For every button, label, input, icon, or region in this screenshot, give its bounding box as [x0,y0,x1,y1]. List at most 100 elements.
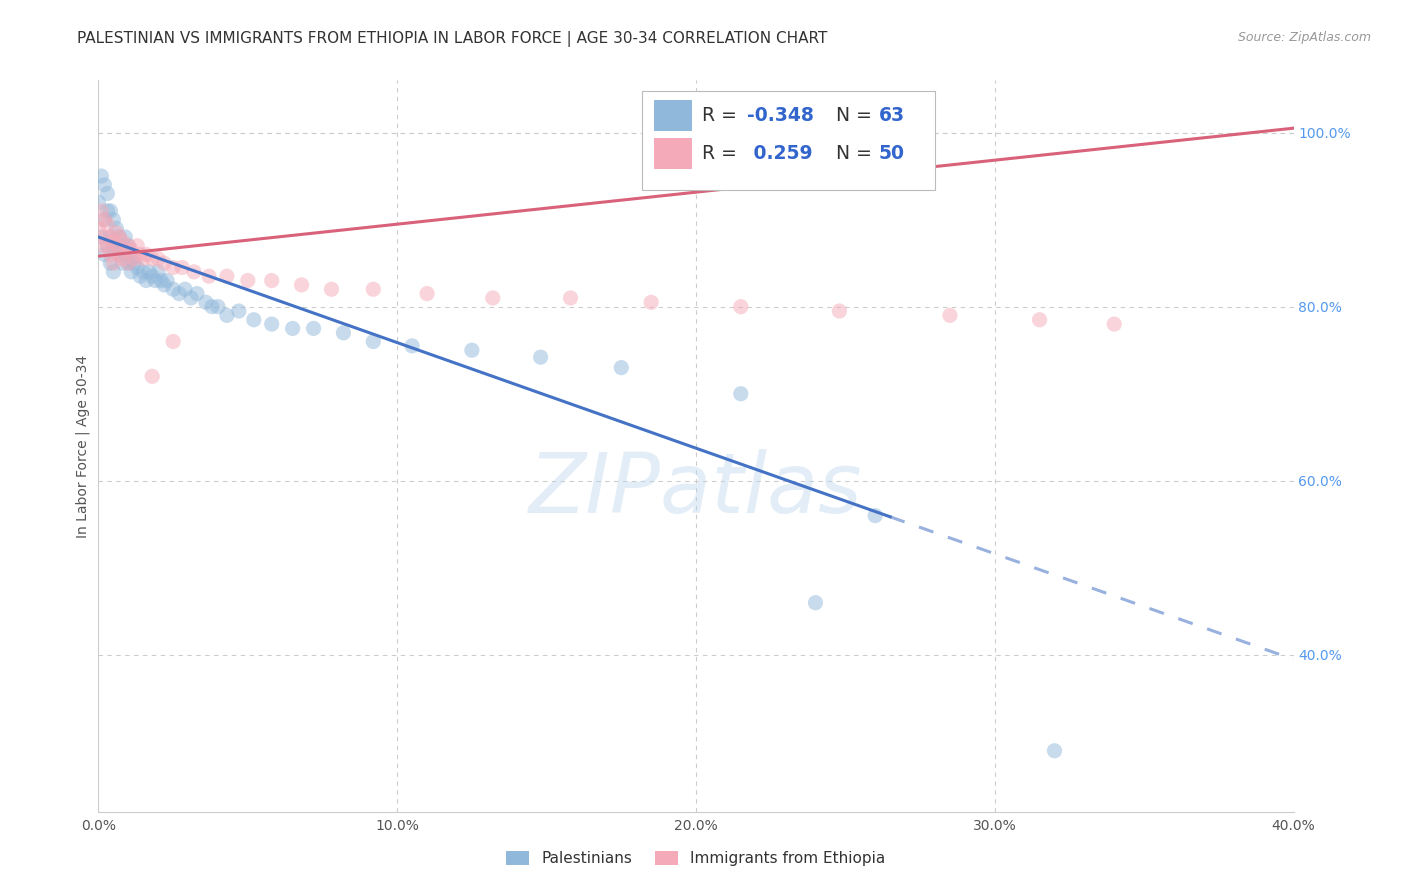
Point [135,247,157,261]
Point [105,238,128,252]
Point [148,265,170,279]
Point [132,252,155,266]
Point [96,217,118,231]
Point [332,326,354,340]
Point [117,256,139,270]
Point [207,300,229,314]
Point [87,221,110,235]
Point [90,230,112,244]
Point [243,312,266,326]
Point [260,317,283,331]
Point [148,252,170,266]
Point [180,291,202,305]
Point [1043,744,1066,758]
Text: ZIPatlas: ZIPatlas [529,450,863,531]
Point [138,265,160,279]
Point [98,203,122,218]
Point [103,256,125,270]
Point [111,252,134,266]
FancyBboxPatch shape [643,91,935,190]
FancyBboxPatch shape [654,138,692,169]
Point [174,282,197,296]
Point [120,243,142,257]
Point [1104,317,1126,331]
Point [98,230,122,244]
Point [215,269,238,284]
Point [129,247,152,261]
Text: PALESTINIAN VS IMMIGRANTS FROM ETHIOPIA IN LABOR FORCE | AGE 30-34 CORRELATION C: PALESTINIAN VS IMMIGRANTS FROM ETHIOPIA … [77,31,828,47]
Point [162,260,184,275]
Point [98,247,122,261]
Text: Source: ZipAtlas.com: Source: ZipAtlas.com [1237,31,1371,45]
Point [111,256,134,270]
Point [150,274,173,288]
Point [401,339,423,353]
Point [105,226,128,240]
Point [141,369,163,384]
Point [108,247,131,261]
Point [610,360,633,375]
Text: R =: R = [702,144,742,163]
Point [186,286,208,301]
Point [103,212,125,227]
Point [96,238,118,252]
Point [93,178,115,192]
Point [98,256,122,270]
Point [103,238,125,252]
Point [828,304,851,318]
Point [93,212,115,227]
Point [172,260,194,275]
Point [215,309,238,323]
Point [363,282,385,296]
Point [260,274,283,288]
Point [108,230,131,244]
Point [281,321,304,335]
Point [363,334,385,349]
Text: R =: R = [702,106,742,125]
Point [321,282,343,296]
Point [730,300,752,314]
Point [228,304,250,318]
Point [236,274,259,288]
Point [156,274,179,288]
Point [124,252,146,266]
Point [124,256,146,270]
Point [141,269,163,284]
Point [127,260,149,275]
Point [96,203,118,218]
Point [162,282,184,296]
Point [560,291,582,305]
Point [201,300,224,314]
Point [461,343,484,358]
Point [117,238,139,252]
Point [135,274,157,288]
Point [90,238,112,252]
Point [96,186,118,201]
Point [114,243,136,257]
Y-axis label: In Labor Force | Age 30-34: In Labor Force | Age 30-34 [76,354,90,538]
Point [96,238,118,252]
Point [530,350,553,364]
Point [730,386,752,401]
Point [302,321,325,335]
Point [153,256,176,270]
Point [90,169,112,183]
Point [141,252,163,266]
Point [127,238,149,252]
Text: -0.348: -0.348 [748,106,814,125]
Point [195,295,218,310]
Point [162,334,184,349]
Legend: Palestinians, Immigrants from Ethiopia: Palestinians, Immigrants from Ethiopia [506,851,886,866]
Point [114,247,136,261]
Point [132,265,155,279]
Point [93,247,115,261]
Point [167,286,190,301]
Point [804,596,827,610]
Text: 0.259: 0.259 [748,144,813,163]
Point [120,252,142,266]
Point [93,212,115,227]
Point [105,221,128,235]
Point [117,238,139,252]
Point [103,235,125,249]
Point [198,269,221,284]
